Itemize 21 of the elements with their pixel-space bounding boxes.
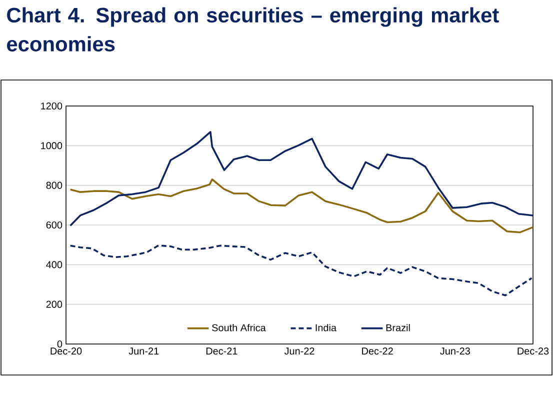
y-tick-label: 0 — [57, 340, 62, 348]
legend-label: Brazil — [386, 324, 410, 332]
y-tick-label: 200 — [46, 300, 62, 308]
x-tick-label: Dec-21 — [206, 348, 238, 355]
x-tick-label: Dec-22 — [362, 348, 393, 355]
y-tick-label: 1200 — [41, 102, 62, 110]
y-tick-label: 600 — [46, 221, 62, 229]
legend-label: India — [316, 324, 337, 332]
x-tick-label: Jun-21 — [128, 348, 159, 355]
line-series — [69, 131, 534, 226]
x-tick-label: Dec-23 — [518, 348, 549, 355]
y-tick-label: 1000 — [41, 142, 62, 150]
line-series — [69, 178, 534, 234]
y-tick-label: 800 — [46, 182, 62, 189]
x-tick-label: Jun-22 — [284, 348, 314, 355]
y-tick-label: 400 — [46, 261, 62, 268]
chart-title: Chart 4. Spread on securities – emerging market economies — [7, 7, 499, 52]
x-tick-label: Jun-23 — [440, 348, 470, 355]
legend-label: South Africa — [212, 324, 266, 332]
line-series — [69, 244, 533, 296]
x-tick-label: Dec-20 — [50, 348, 82, 355]
